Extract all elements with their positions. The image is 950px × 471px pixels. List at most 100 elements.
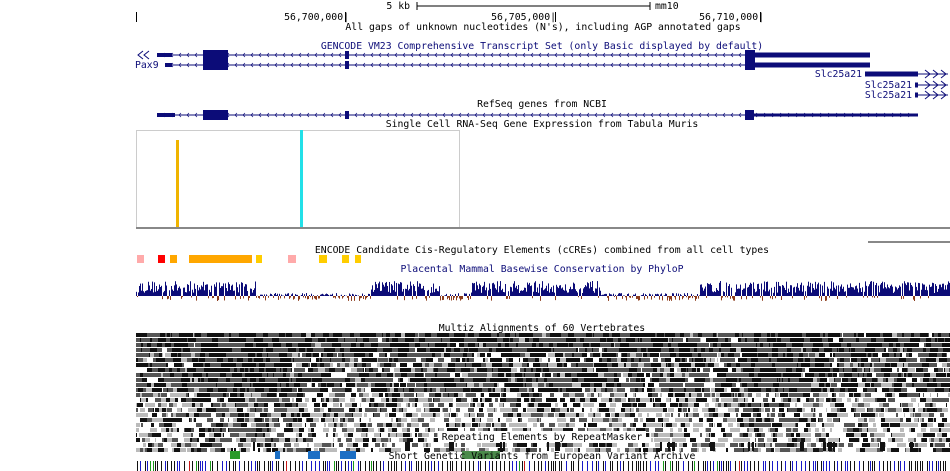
alignment-block	[150, 348, 153, 352]
alignment-block	[725, 363, 727, 367]
strand-arrow	[610, 112, 614, 118]
alignment-block	[776, 338, 777, 342]
alignment-block	[819, 418, 823, 422]
alignment-block	[681, 368, 686, 372]
alignment-block	[187, 383, 192, 387]
alignment-block	[401, 418, 407, 422]
alignment-block	[436, 413, 440, 417]
alignment-block	[187, 368, 191, 372]
alignment-block	[203, 353, 205, 357]
alignment-block	[937, 408, 942, 412]
alignment-block	[670, 378, 676, 382]
alignment-block	[534, 403, 535, 407]
alignment-block	[942, 433, 947, 437]
exon	[754, 113, 918, 117]
alignment-block	[646, 418, 652, 422]
alignment-block	[336, 423, 337, 427]
alignment-block	[677, 383, 683, 387]
alignment-block	[262, 398, 268, 402]
alignment-block	[159, 423, 164, 427]
alignment-block	[741, 338, 745, 342]
alignment-block	[292, 353, 298, 357]
alignment-block	[733, 373, 739, 377]
alignment-block	[805, 433, 811, 437]
alignment-block	[934, 333, 938, 337]
alignment-block	[264, 368, 265, 372]
alignment-block	[363, 388, 364, 392]
alignment-block	[274, 403, 280, 407]
alignment-block	[391, 378, 393, 382]
alignment-block	[822, 353, 825, 357]
alignment-block	[311, 348, 313, 352]
alignment-block	[892, 433, 898, 437]
alignment-block	[263, 348, 266, 352]
alignment-block	[161, 333, 165, 337]
alignment-block	[840, 408, 846, 412]
alignment-block	[395, 373, 401, 377]
alignment-block	[925, 433, 930, 437]
alignment-block	[903, 378, 906, 382]
alignment-block	[315, 333, 320, 337]
alignment-block	[754, 338, 759, 342]
alignment-block	[380, 363, 384, 367]
strand-arrow	[642, 52, 646, 58]
alignment-block	[678, 403, 679, 407]
alignment-block	[820, 368, 826, 372]
alignment-block	[198, 378, 200, 382]
alignment-block	[197, 393, 200, 397]
alignment-block	[753, 398, 754, 402]
alignment-block	[873, 423, 874, 427]
alignment-block	[633, 398, 635, 402]
alignment-block	[591, 343, 593, 347]
alignment-block	[739, 373, 743, 377]
alignment-block	[748, 423, 749, 427]
ccre-element	[137, 255, 144, 263]
alignment-block	[818, 418, 819, 422]
alignment-block	[838, 348, 839, 352]
alignment-block	[576, 348, 578, 352]
alignment-block	[947, 373, 950, 377]
alignment-block	[494, 423, 499, 427]
alignment-block	[406, 403, 408, 407]
alignment-block	[552, 398, 555, 402]
alignment-block	[693, 408, 698, 412]
alignment-block	[768, 383, 773, 387]
alignment-block	[402, 368, 407, 372]
alignment-block	[739, 443, 741, 447]
strand-arrow	[658, 62, 662, 68]
alignment-block	[929, 338, 931, 342]
alignment-block	[561, 378, 567, 382]
alignment-block	[764, 373, 770, 377]
alignment-block	[398, 348, 401, 352]
alignment-block	[752, 378, 755, 382]
alignment-block	[336, 348, 340, 352]
strand-arrow	[682, 112, 686, 118]
alignment-block	[347, 373, 353, 377]
alignment-block	[701, 353, 707, 357]
alignment-block	[884, 373, 885, 377]
alignment-block	[434, 428, 435, 432]
alignment-block	[538, 363, 540, 367]
alignment-block	[599, 378, 604, 382]
alignment-block	[674, 433, 679, 437]
alignment-block	[630, 403, 631, 407]
alignment-block	[468, 373, 473, 377]
alignment-block	[488, 378, 490, 382]
alignment-block	[386, 383, 390, 387]
alignment-block	[545, 348, 551, 352]
alignment-block	[521, 393, 524, 397]
alignment-block	[600, 333, 603, 337]
alignment-block	[272, 343, 273, 347]
alignment-block	[170, 373, 172, 377]
alignment-block	[624, 403, 630, 407]
alignment-block	[506, 358, 509, 362]
alignment-block	[491, 388, 493, 392]
alignment-block	[222, 428, 226, 432]
alignment-block	[530, 358, 535, 362]
alignment-block	[907, 368, 908, 372]
alignment-block	[539, 408, 544, 412]
alignment-block	[276, 393, 277, 397]
alignment-block	[140, 418, 146, 422]
alignment-block	[812, 373, 814, 377]
alignment-block	[254, 353, 255, 357]
